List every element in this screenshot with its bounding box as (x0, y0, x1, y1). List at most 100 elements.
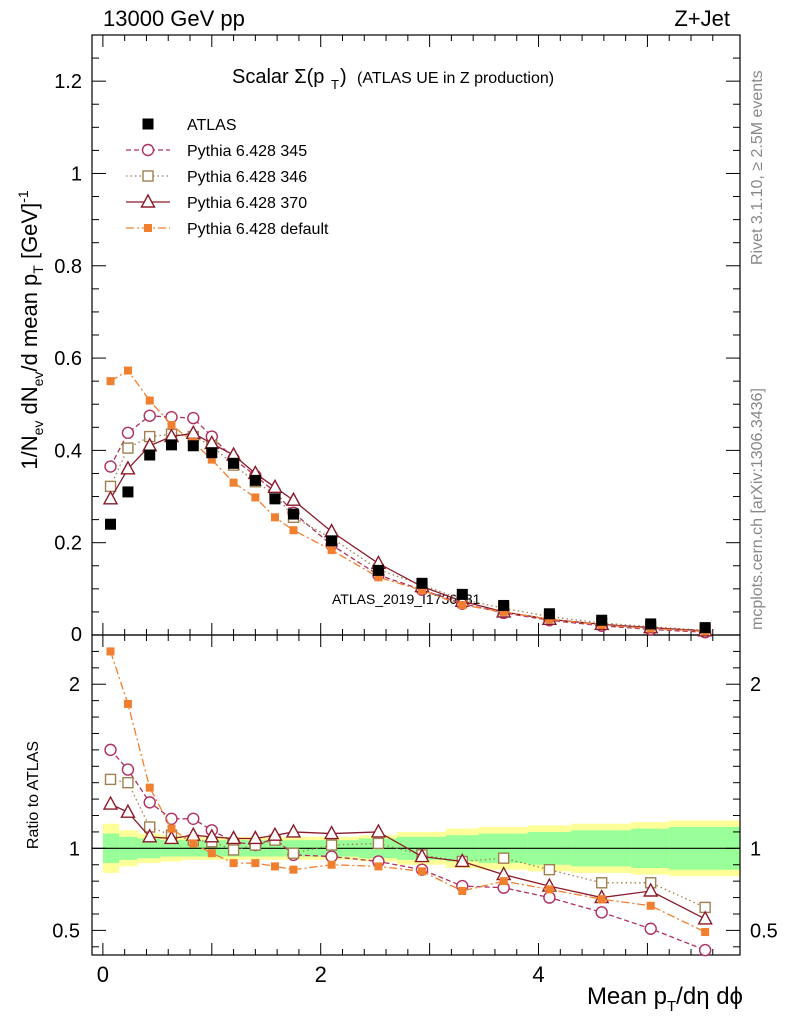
x-tick-label: 4 (532, 962, 544, 987)
legend-marker-pythia-6-428-default (144, 224, 152, 232)
ratio-point-pythia-6-428-370 (204, 828, 220, 843)
ratio-point-pythia-6-428-370 (414, 848, 430, 863)
data-point-pythia-6-428-345 (143, 409, 156, 422)
x-axis-label: Mean pT/dη dϕ (587, 983, 743, 1015)
ratio-point-pythia-6-428-345 (698, 943, 712, 957)
data-point-pythia-6-428-default (545, 615, 554, 624)
ratio-point-pythia-6-428-370 (697, 910, 713, 925)
ratio-point-pythia-6-428-346 (227, 844, 240, 856)
ratio-point-pythia-6-428-default (167, 824, 176, 833)
ratio-point-pythia-6-428-default (207, 849, 216, 858)
ratio-point-pythia-6-428-345 (143, 796, 156, 809)
y-tick-label: 0.8 (54, 256, 82, 278)
ratio-point-pythia-6-428-370 (247, 830, 264, 845)
data-point-atlas (105, 518, 117, 530)
data-point-atlas (228, 457, 240, 469)
ratio-point-pythia-6-428-370 (120, 803, 136, 818)
ratio-point-pythia-6-428-346 (325, 839, 338, 851)
ratio-tick-label-right: 0.5 (750, 920, 778, 942)
data-point-atlas (699, 622, 711, 634)
data-point-atlas (249, 474, 261, 486)
data-point-pythia-6-428-346 (122, 442, 134, 454)
data-point-pythia-6-428-default (123, 366, 132, 375)
ratio-tick-label: 2 (69, 674, 80, 696)
y-tick-label: 1 (71, 163, 82, 185)
ratio-point-pythia-6-428-370 (225, 830, 242, 845)
ratio-point-pythia-6-428-default (701, 928, 710, 937)
data-point-atlas (206, 447, 218, 459)
plot-title: Scalar Σ(p T ) (ATLAS UE in Z production… (232, 66, 554, 92)
ratio-point-pythia-6-428-default (327, 860, 336, 869)
ratio-point-pythia-6-428-370 (267, 826, 283, 841)
data-point-atlas (326, 535, 338, 547)
ratio-point-pythia-6-428-default (106, 647, 115, 656)
data-point-atlas (166, 439, 178, 451)
data-point-atlas (187, 440, 199, 452)
ratio-point-pythia-6-428-370 (163, 830, 180, 845)
y-axis-label-main: 1/Nev dNev/d mean pT [GeV]-1 (15, 190, 46, 470)
data-point-pythia-6-428-default (229, 478, 238, 487)
data-point-pythia-6-428-370 (285, 491, 302, 506)
ratio-point-pythia-6-428-default (270, 862, 279, 871)
data-point-atlas (543, 608, 555, 620)
ratio-point-pythia-6-428-370 (185, 826, 201, 841)
ratio-point-pythia-6-428-default (545, 885, 554, 894)
ratio-point-pythia-6-428-345 (104, 743, 117, 757)
ratio-point-pythia-6-428-346 (372, 837, 385, 850)
ratio-point-pythia-6-428-default (289, 865, 298, 874)
ratio-point-pythia-6-428-345 (121, 763, 135, 776)
legend-label-pythia-6-428-345: Pythia 6.428 345 (187, 143, 307, 160)
legend-marker-pythia-6-428-345 (141, 143, 155, 157)
x-tick-label: 2 (315, 962, 327, 987)
data-point-atlas (269, 493, 281, 505)
ratio-point-pythia-6-428-default (189, 839, 198, 848)
ratio-point-pythia-6-428-default (597, 895, 606, 904)
ratio-point-pythia-6-428-default (458, 887, 467, 895)
data-point-pythia-6-428-370 (102, 490, 119, 505)
plot-title-sub: T (331, 77, 339, 92)
ratio-point-pythia-6-428-345 (644, 922, 657, 935)
header-process: Z+Jet (674, 6, 730, 31)
ratio-point-pythia-6-428-346 (543, 863, 556, 876)
plot-title-suffix: (ATLAS UE in Z production) (357, 70, 554, 87)
data-point-atlas (596, 614, 608, 626)
ratio-point-pythia-6-428-default (123, 699, 132, 708)
ratio-point-pythia-6-428-345 (543, 891, 556, 904)
ratio-point-pythia-6-428-default (417, 867, 426, 876)
ratio-point-pythia-6-428-370 (370, 823, 387, 838)
data-point-pythia-6-428-default (499, 607, 508, 616)
y-axis-label-ratio: Ratio to ATLAS (25, 741, 42, 849)
ratio-tick-label: 1 (69, 838, 80, 860)
data-point-pythia-6-428-default (207, 455, 216, 464)
legend-marker-pythia-6-428-370 (140, 193, 156, 208)
ratio-point-pythia-6-428-346 (497, 852, 510, 864)
ratio-point-pythia-6-428-346 (122, 776, 134, 789)
ratio-point-pythia-6-428-346 (287, 847, 300, 859)
legend-marker-pythia-6-428-346 (142, 170, 154, 182)
data-point-atlas (144, 449, 156, 461)
data-point-atlas (122, 486, 134, 498)
data-point-pythia-6-428-345 (104, 460, 117, 473)
ratio-point-pythia-6-428-345 (325, 850, 338, 863)
plot-title-paren: ) (340, 66, 347, 88)
legend-marker-atlas (142, 118, 154, 130)
y-axis-label-main-text: 1/Nev dNev/d mean pT [GeV]-1 (15, 190, 46, 470)
ratio-point-pythia-6-428-370 (102, 795, 119, 810)
axes: 0 2 4 0.2 0.4 0.6 0.8 1 1.2 0 0.5 0.5 1 1 2 2 (52, 34, 778, 987)
ratio-tick-label: 0.5 (52, 920, 80, 942)
ratio-point-pythia-6-428-346 (595, 877, 608, 889)
data-point-pythia-6-428-370 (267, 478, 283, 494)
main-series-layer (102, 366, 713, 639)
ratio-point-pythia-6-428-370 (142, 828, 158, 843)
data-point-pythia-6-428-default (458, 601, 467, 609)
legend-label-pythia-6-428-346: Pythia 6.428 346 (187, 169, 307, 186)
data-point-pythia-6-428-370 (323, 523, 340, 538)
ratio-point-pythia-6-428-default (251, 859, 260, 868)
y-tick-label: 0.4 (54, 440, 82, 462)
ratio-point-pythia-6-428-370 (454, 852, 470, 868)
ratio-point-pythia-6-428-370 (643, 882, 659, 897)
ratio-point-pythia-6-428-370 (323, 825, 340, 840)
data-point-pythia-6-428-346 (104, 480, 117, 493)
ratio-line-pythia-6-428-default (109, 651, 706, 933)
